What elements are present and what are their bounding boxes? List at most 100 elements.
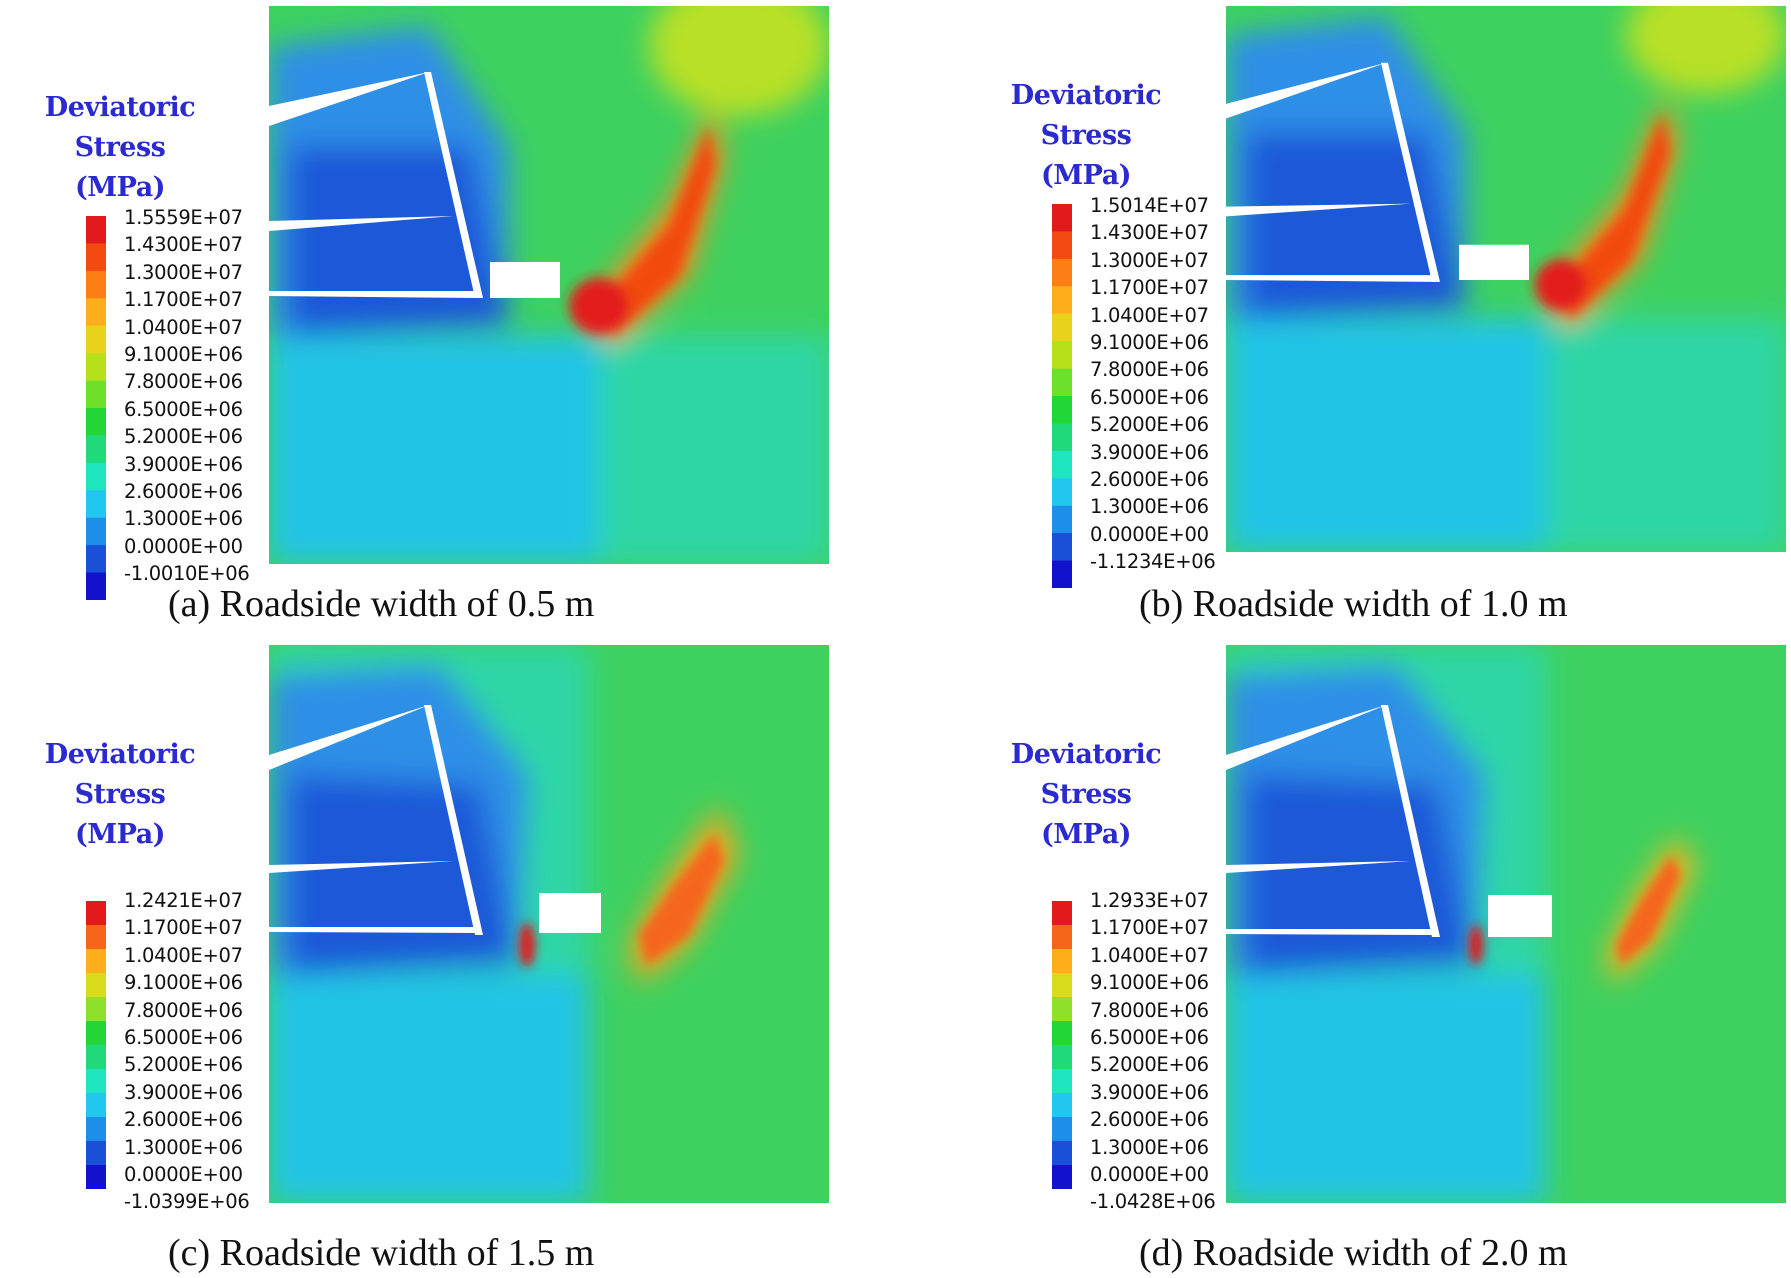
legend-value: 0.0000E+00	[1090, 522, 1209, 546]
legend-labels: 1.5559E+07 1.4300E+07 1.3000E+07 1.1700E…	[124, 204, 250, 588]
legend: Deviatoric Stress (MPa) 1.2421E+07 1.170…	[0, 735, 268, 1213]
stress-arch-core	[1556, 113, 1670, 320]
color-scale-swatch	[1052, 533, 1072, 562]
legend-title: Deviatoric Stress (MPa)	[0, 735, 240, 855]
goaf-fracture-middle	[269, 216, 454, 231]
color-scale-swatch	[86, 1141, 106, 1166]
color-scale-swatch	[86, 490, 106, 519]
panel-caption: (d) Roadside width of 2.0 m	[1139, 1232, 1568, 1274]
color-scale-swatch	[1052, 368, 1072, 397]
peak-stress-zone	[1469, 925, 1483, 965]
lower-left-field	[269, 336, 599, 564]
legend: Deviatoric Stress (MPa) 1.5559E+07 1.430…	[0, 88, 268, 600]
fracture-line	[1381, 62, 1440, 282]
color-scale-swatch	[86, 216, 106, 244]
legend-value: 6.5000E+06	[124, 397, 243, 421]
stress-arch-core	[599, 126, 715, 336]
legend-value: -1.1234E+06	[1090, 550, 1216, 574]
color-scale-swatch	[86, 517, 106, 546]
legend-value: 1.0400E+07	[124, 943, 243, 967]
peak-stress-zone	[519, 923, 535, 967]
legend-title: Deviatoric Stress (MPa)	[966, 735, 1206, 855]
stress-contour-plot	[1226, 645, 1786, 1203]
stress-contour-plot	[269, 6, 829, 564]
goaf-fracture-upper	[1226, 62, 1386, 119]
legend-value: 0.0000E+00	[1090, 1163, 1209, 1187]
color-scale-bar	[1052, 901, 1072, 1189]
color-scale-swatch	[1052, 286, 1072, 315]
lower-left-field	[1226, 975, 1546, 1203]
color-scale-swatch	[86, 925, 106, 950]
color-scale-swatch	[86, 462, 106, 491]
legend-value: 9.1000E+06	[1090, 331, 1209, 355]
panel-caption: (c) Roadside width of 1.5 m	[168, 1232, 595, 1274]
color-scale-swatch	[1052, 396, 1072, 424]
legend-value: 1.3000E+06	[1090, 495, 1209, 519]
legend-value: -1.0399E+06	[124, 1190, 250, 1214]
legend-value: 6.5000E+06	[1090, 385, 1209, 409]
color-scale-swatch	[86, 435, 106, 464]
color-scale-swatch	[86, 901, 106, 926]
legend-value: 1.5559E+07	[124, 206, 243, 229]
color-scale-swatch	[86, 1069, 106, 1094]
legend-value: 1.5014E+07	[1090, 194, 1209, 217]
legend-value: 1.1700E+07	[1090, 276, 1209, 300]
color-scale-swatch	[1052, 258, 1072, 287]
legend-value: 2.6000E+06	[124, 480, 243, 504]
color-scale-bar	[86, 216, 106, 600]
goaf-fracture-lower	[269, 927, 479, 933]
color-scale-swatch	[86, 325, 106, 354]
legend-title: Deviatoric Stress (MPa)	[0, 88, 240, 208]
color-scale-swatch	[1052, 450, 1072, 479]
legend-value: 1.3000E+06	[1090, 1135, 1209, 1159]
legend-value: 3.9000E+06	[124, 1080, 243, 1104]
roadway	[490, 262, 560, 298]
legend-value: 1.3000E+07	[124, 260, 243, 284]
legend-value: -1.0428E+06	[1090, 1190, 1216, 1214]
color-scale-swatch	[86, 1021, 106, 1046]
legend-title-line2: (MPa)	[74, 172, 166, 203]
color-scale-swatch	[86, 997, 106, 1022]
legend: Deviatoric Stress (MPa) 1.5014E+07 1.430…	[966, 76, 1234, 588]
panel-caption: (b) Roadside width of 1.0 m	[1139, 583, 1568, 625]
panel-b: Deviatoric Stress (MPa) 1.5014E+07 1.430…	[896, 0, 1791, 639]
legend-labels: 1.2933E+07 1.1700E+07 1.0400E+07 9.1000E…	[1090, 887, 1216, 1216]
color-scale-swatch	[1052, 1141, 1072, 1166]
panel-a: Deviatoric Stress (MPa) 1.5559E+07 1.430…	[0, 0, 895, 639]
color-scale-swatch	[1052, 505, 1072, 534]
color-scale-swatch	[1052, 901, 1072, 926]
legend-title-line1: Deviatoric Stress	[1010, 80, 1162, 151]
color-scale-swatch	[1052, 204, 1072, 232]
goaf-fracture-upper	[269, 72, 429, 126]
legend-labels: 1.5014E+07 1.4300E+07 1.3000E+07 1.1700E…	[1090, 192, 1216, 576]
goaf-fracture-middle	[1226, 861, 1411, 873]
roadway	[1488, 895, 1552, 937]
color-scale-swatch	[1052, 1117, 1072, 1142]
legend-title-line1: Deviatoric Stress	[1010, 739, 1162, 810]
legend-value: 0.0000E+00	[124, 1163, 243, 1187]
color-scale-swatch	[1052, 1165, 1072, 1189]
legend-value: 1.1700E+07	[1090, 916, 1209, 940]
panel-d: Deviatoric Stress (MPa) 1.2933E+07 1.170…	[896, 639, 1791, 1278]
legend-title-line2: (MPa)	[1040, 819, 1132, 850]
goaf-fracture-lower	[1226, 929, 1436, 935]
color-scale-swatch	[1052, 478, 1072, 507]
legend-value: 1.4300E+07	[1090, 221, 1209, 245]
color-scale-swatch	[86, 408, 106, 436]
legend-title: Deviatoric Stress (MPa)	[966, 76, 1206, 196]
legend-value: 6.5000E+06	[124, 1026, 243, 1050]
goaf-fracture-lower	[1226, 275, 1436, 282]
color-scale-swatch	[86, 298, 106, 327]
legend-value: 1.2933E+07	[1090, 889, 1209, 912]
legend-title-line2: (MPa)	[1040, 160, 1132, 191]
legend-title-line1: Deviatoric Stress	[44, 92, 196, 163]
color-scale-swatch	[86, 353, 106, 382]
legend-value: 9.1000E+06	[124, 971, 243, 995]
legend-value: 1.1700E+07	[124, 288, 243, 312]
legend-value: 1.0400E+07	[1090, 943, 1209, 967]
color-scale-swatch	[1052, 313, 1072, 342]
legend-value: 7.8000E+06	[124, 998, 243, 1022]
legend-value: 5.2000E+06	[124, 425, 243, 449]
upper-right-high-zone	[649, 6, 829, 116]
stress-contour-plot	[1226, 6, 1786, 552]
